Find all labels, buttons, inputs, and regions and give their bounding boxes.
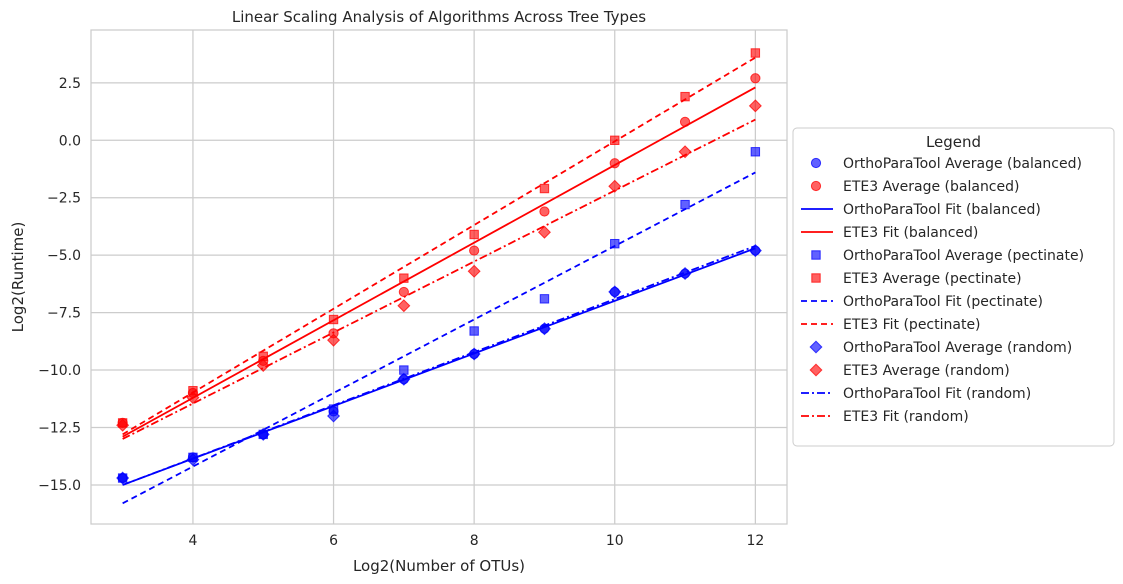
legend-item: ETE3 Fit (pectinate) xyxy=(801,317,981,333)
data-point xyxy=(116,418,130,432)
x-tick-label: 8 xyxy=(470,533,479,549)
legend-item: OrthoParaTool Fit (pectinate) xyxy=(801,294,1043,310)
legend-marker-swatch xyxy=(811,250,821,260)
series-3 xyxy=(122,86,756,438)
legend-marker-swatch xyxy=(810,180,822,192)
legend-label: ETE3 Average (balanced) xyxy=(843,179,1019,195)
y-tick-label: −7.5 xyxy=(47,306,81,322)
y-tick-label: −12.5 xyxy=(38,420,81,436)
series-11 xyxy=(122,118,756,440)
legend-item: ETE3 Fit (random) xyxy=(801,409,969,425)
x-tick-label: 6 xyxy=(329,533,338,549)
data-point xyxy=(539,183,550,194)
legend-item: OrthoParaTool Fit (balanced) xyxy=(801,202,1041,218)
data-point xyxy=(469,326,479,336)
data-point xyxy=(327,409,341,423)
y-tick-label: −10.0 xyxy=(38,363,81,379)
legend-label: OrthoParaTool Fit (balanced) xyxy=(843,202,1041,218)
data-point xyxy=(748,99,762,113)
legend-item: OrthoParaTool Average (random) xyxy=(809,340,1072,356)
data-point xyxy=(186,391,200,405)
legend-label: ETE3 Fit (pectinate) xyxy=(843,317,981,333)
tick-labels: 4 6 8 10 12 2.5 0.0 −2.5 −5.0 −7.5 −10.0 −12.5 −15.0 xyxy=(38,76,764,549)
data-point xyxy=(256,358,270,372)
data-point xyxy=(327,333,341,347)
data-point xyxy=(750,48,761,58)
legend-label: OrthoParaTool Average (pectinate) xyxy=(843,248,1084,264)
legend-title: Legend xyxy=(926,133,981,151)
series-10 xyxy=(122,245,756,486)
y-tick-label: −5.0 xyxy=(47,248,81,264)
y-tick-label: −2.5 xyxy=(47,191,81,207)
x-tick-label: 12 xyxy=(746,533,764,549)
legend-item: ETE3 Average (balanced) xyxy=(810,179,1019,195)
legend-marker-swatch xyxy=(809,340,823,354)
legend-item: OrthoParaTool Average (balanced) xyxy=(810,156,1082,172)
data-point xyxy=(186,453,200,467)
plot-area xyxy=(116,48,762,505)
data-point xyxy=(539,206,550,217)
data-point xyxy=(608,179,622,193)
data-point xyxy=(328,314,339,325)
legend-label: OrthoParaTool Fit (pectinate) xyxy=(843,294,1043,310)
data-point xyxy=(467,264,481,278)
data-point xyxy=(680,199,690,210)
data-point xyxy=(608,285,622,299)
series-9 xyxy=(116,99,762,432)
x-tick-label: 10 xyxy=(606,533,624,549)
series-6 xyxy=(122,171,756,505)
legend-marker-swatch xyxy=(810,157,822,169)
fit-line xyxy=(122,56,756,436)
fit-line xyxy=(122,245,756,486)
y-tick-label: 2.5 xyxy=(59,76,81,92)
x-axis-label: Log2(Number of OTUs) xyxy=(353,557,525,575)
series-7 xyxy=(122,56,756,436)
data-point xyxy=(539,294,550,304)
data-point xyxy=(467,347,481,361)
plot-frame xyxy=(90,29,788,525)
legend-label: ETE3 Fit (random) xyxy=(843,409,969,425)
y-axis-label: Log2(Runtime) xyxy=(9,222,27,333)
data-point xyxy=(750,73,761,84)
data-point xyxy=(397,299,411,313)
legend-label: OrthoParaTool Fit (random) xyxy=(843,386,1031,402)
legend: Legend OrthoParaTool Average (balanced) ET… xyxy=(792,127,1115,447)
x-tick-label: 4 xyxy=(188,533,197,549)
legend-box xyxy=(792,127,1115,447)
legend-item: OrthoParaTool Average (pectinate) xyxy=(811,248,1084,264)
y-tick-label: 0.0 xyxy=(59,133,81,149)
legend-marker-swatch xyxy=(811,273,821,283)
data-point xyxy=(678,145,692,159)
fit-line xyxy=(122,118,756,440)
legend-label: ETE3 Fit (balanced) xyxy=(843,225,978,241)
data-point xyxy=(398,286,409,298)
legend-item: ETE3 Fit (balanced) xyxy=(801,225,978,241)
fit-line xyxy=(122,86,756,438)
chart-title: Linear Scaling Analysis of Algorithms Ac… xyxy=(232,8,646,26)
legend-item: OrthoParaTool Fit (random) xyxy=(801,386,1031,402)
data-point xyxy=(537,225,551,239)
data-point xyxy=(399,273,409,283)
data-point xyxy=(116,471,130,485)
data-point xyxy=(469,229,479,240)
y-tick-label: −15.0 xyxy=(38,478,81,494)
legend-item: ETE3 Average (random) xyxy=(809,363,1010,379)
legend-label: OrthoParaTool Average (random) xyxy=(843,340,1072,356)
legend-label: ETE3 Average (pectinate) xyxy=(843,271,1022,287)
legend-marker-swatch xyxy=(809,363,823,377)
fit-line xyxy=(122,171,756,505)
data-point xyxy=(469,245,480,256)
data-point xyxy=(680,91,690,102)
legend-label: ETE3 Average (random) xyxy=(843,363,1010,379)
data-point xyxy=(750,147,761,157)
legend-item: ETE3 Average (pectinate) xyxy=(811,271,1022,287)
legend-label: OrthoParaTool Average (balanced) xyxy=(843,156,1082,172)
data-point xyxy=(748,244,762,258)
